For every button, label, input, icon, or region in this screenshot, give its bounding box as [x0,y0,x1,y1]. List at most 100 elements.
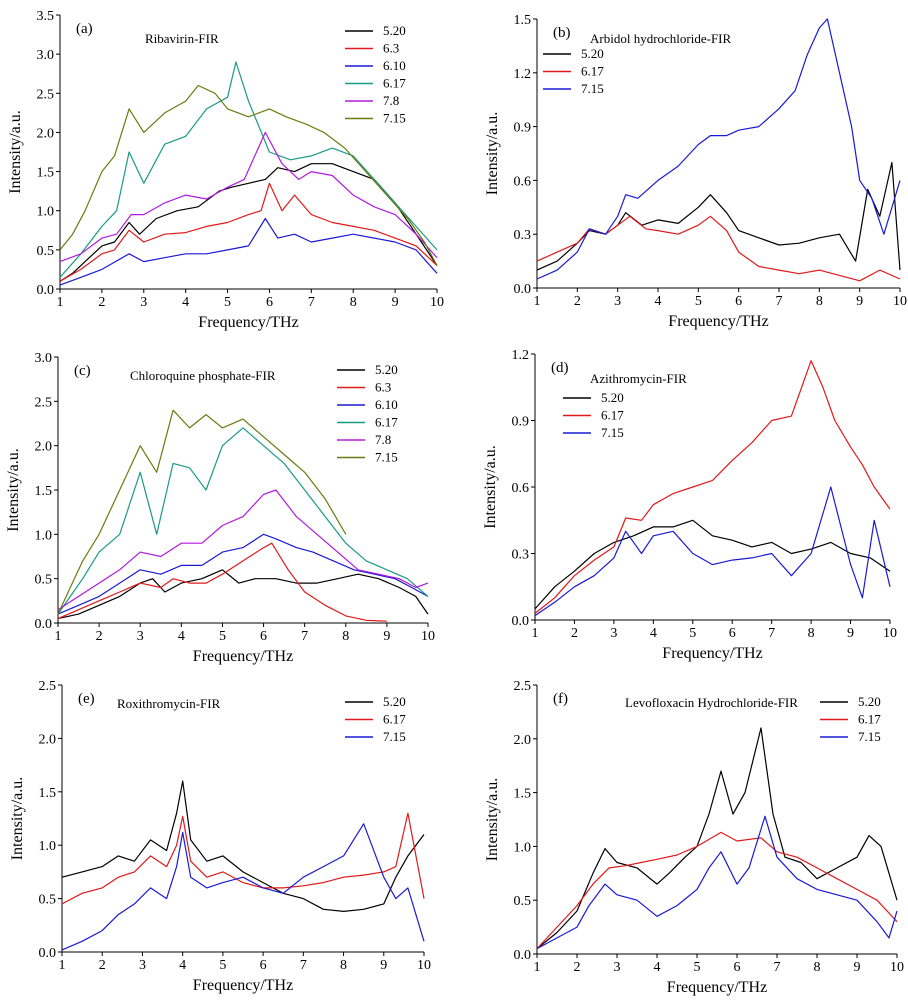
panel-title: Chloroquine phosphate-FIR [130,368,276,383]
legend-label: 6.17 [601,408,624,423]
x-tick-label: 4 [654,960,661,975]
y-tick-label: 0.9 [514,121,532,136]
x-axis-label: Frequency/THz [198,314,298,331]
x-tick-label: 5 [219,629,226,644]
x-tick-label: 9 [854,960,861,975]
x-tick-label: 1 [534,294,541,309]
panel-label: (c) [74,363,91,379]
y-tick-label: 1.2 [514,67,532,82]
x-tick-label: 9 [383,629,390,644]
y-tick-label: 0.5 [35,573,53,588]
y-tick-label: 2.0 [514,733,532,748]
x-tick-label: 8 [350,295,357,310]
x-tick-label: 8 [816,294,823,309]
y-tick-label: 3.5 [37,9,55,24]
x-tick-label: 8 [814,960,821,975]
x-tick-label: 4 [182,295,189,310]
x-axis-label: Frequency/THz [193,977,293,994]
series-line-6.10 [59,217,438,286]
y-tick-label: 2.5 [514,679,532,694]
y-axis-label: Intensity/a.u. [9,777,26,861]
x-tick-label: 5 [695,294,702,309]
legend-label: 6.17 [581,64,604,79]
x-tick-label: 1 [534,960,541,975]
series-line-6.17 [61,812,425,905]
x-tick-label: 5 [224,295,231,310]
y-tick-label: 0.9 [512,415,530,430]
panel-c: 1 2 3 4 5 6 7 8 9 10 0.0 0.5 1.0 1.5 2.0 2.5 3.0 Frequenc… [5,351,435,665]
x-tick-label: 6 [735,294,742,309]
panel-title: Ribavirin-FIR [145,31,219,46]
x-tick-label: 3 [137,629,144,644]
x-tick-label: 4 [179,958,186,973]
y-tick-label: 1.5 [39,786,57,801]
x-axis-label: Frequency/THz [662,645,762,662]
y-tick-label: 0.3 [512,548,530,563]
x-tick-label: 7 [776,294,783,309]
legend-label: 6.3 [375,380,391,395]
y-tick-label: 0.0 [39,946,57,961]
legend-label: 7.15 [383,111,406,126]
x-tick-label: 6 [734,960,741,975]
x-tick-label: 10 [890,960,904,975]
y-tick-label: 0.6 [514,174,532,189]
y-tick-label: 0.0 [514,282,532,297]
y-tick-label: 0.0 [512,614,530,629]
y-tick-label: 1.2 [512,348,530,363]
series-line-6.17 [534,360,891,614]
panel-label: (f) [553,691,568,707]
y-tick-label: 1.0 [37,205,55,220]
legend-label: 7.15 [858,729,881,744]
x-tick-label: 7 [308,295,315,310]
panel-title: Arbidol hydrochloride-FIR [590,31,732,46]
x-tick-label: 1 [59,958,66,973]
x-tick-label: 5 [694,960,701,975]
x-tick-label: 8 [808,626,815,641]
series-line-7.15 [61,823,425,951]
x-tick-label: 2 [571,626,578,641]
legend-label: 5.20 [858,694,881,709]
legend-label: 5.20 [601,390,624,405]
x-tick-label: 7 [301,629,308,644]
y-tick-label: 1.5 [37,166,55,181]
legend-label: 6.17 [383,712,406,727]
legend-label: 5.20 [383,23,406,38]
x-tick-label: 9 [847,626,854,641]
y-tick-label: 1.0 [39,839,57,854]
y-tick-label: 2.0 [35,440,53,455]
legend-label: 6.10 [375,397,398,412]
y-tick-label: 0.3 [514,228,532,243]
y-tick-label: 0.6 [512,481,530,496]
series-line-5.20 [534,519,891,610]
x-tick-label: 7 [774,960,781,975]
series-line-6.3 [57,542,387,622]
series-line-5.20 [59,163,438,282]
series-line-6.10 [57,533,429,615]
x-tick-label: 8 [340,958,347,973]
panel-title: Roxithromycin-FIR [117,696,221,711]
series-line-5.20 [61,780,425,913]
y-tick-label: 1.5 [514,13,532,28]
y-axis-label: Intensity/a.u. [484,778,501,862]
x-tick-label: 10 [430,295,444,310]
y-tick-label: 2.0 [37,126,55,141]
x-tick-label: 5 [219,958,226,973]
x-tick-label: 9 [380,958,387,973]
y-tick-label: 3.0 [37,48,55,63]
x-tick-label: 4 [178,629,185,644]
legend-label: 7.15 [581,81,604,96]
x-axis-label: Frequency/THz [668,313,768,330]
panel-label: (b) [553,25,571,41]
legend-label: 7.15 [383,729,406,744]
legend-label: 7.15 [375,450,398,465]
legend-label: 5.20 [383,694,406,709]
x-tick-label: 10 [893,294,907,309]
y-axis-label: Intensity/a.u. [484,112,501,196]
y-tick-label: 0.5 [514,894,532,909]
x-tick-label: 10 [883,626,897,641]
y-tick-label: 2.0 [39,732,57,747]
series-line-6.17 [59,61,438,278]
x-tick-label: 2 [574,960,581,975]
x-tick-label: 3 [614,294,621,309]
series-line-7.15 [536,815,898,950]
